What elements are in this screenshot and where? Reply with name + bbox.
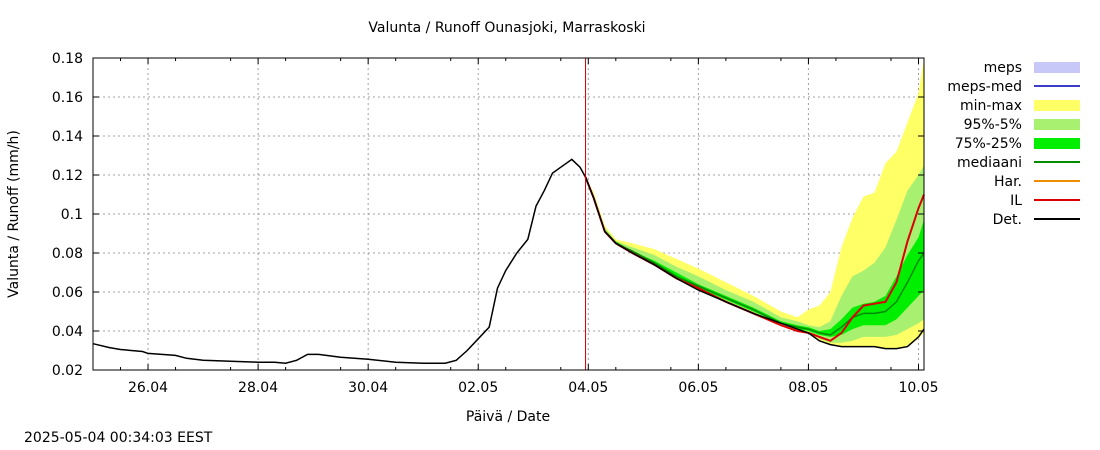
legend-swatch — [1034, 100, 1080, 111]
x-tick-label: 06.05 — [678, 380, 718, 396]
y-axis-label: Valunta / Runoff (mm/h) — [6, 130, 22, 298]
y-tick-label: 0.12 — [52, 168, 83, 184]
y-tick-label: 0.04 — [52, 324, 83, 340]
x-tick-label: 08.05 — [788, 380, 828, 396]
legend-swatch — [1034, 138, 1080, 149]
y-tick-label: 0.16 — [52, 90, 83, 106]
forecast-bands — [585, 58, 924, 349]
x-tick-label: 04.05 — [568, 380, 608, 396]
legend-label: meps-med — [947, 79, 1022, 95]
x-tick-label: 10.05 — [898, 380, 938, 396]
y-tick-label: 0.18 — [52, 51, 83, 67]
timestamp: 2025-05-04 00:34:03 EEST — [24, 430, 213, 446]
legend-swatch — [1034, 119, 1080, 130]
series-det-forecast — [584, 176, 925, 350]
legend-label: Det. — [993, 212, 1022, 228]
plot-frame — [92, 57, 925, 371]
legend-label: Har. — [994, 174, 1022, 190]
y-tick-label: 0.1 — [61, 207, 83, 223]
axes: 0.02 0.04 0.06 0.08 0.1 0.12 0.14 0.16 0.18 26.04… — [52, 51, 939, 396]
legend-swatch — [1034, 62, 1080, 73]
y-tick-label: 0.08 — [52, 246, 83, 262]
x-axis-label: Päivä / Date — [466, 409, 550, 425]
legend-label: min-max — [960, 98, 1022, 114]
band-min-max — [585, 58, 924, 349]
x-tick-label: 30.04 — [348, 380, 388, 396]
legend-label: mediaani — [957, 155, 1022, 171]
band-75-25 — [585, 177, 924, 337]
y-tick-label: 0.06 — [52, 285, 83, 301]
x-tick-label: 26.04 — [128, 380, 168, 396]
legend-label: meps — [984, 60, 1022, 76]
series-det-observed — [92, 158, 587, 364]
chart-title: Valunta / Runoff Ounasjoki, Marraskoski — [368, 20, 645, 36]
y-tick-label: 0.02 — [52, 363, 83, 379]
legend-label: 75%-25% — [955, 136, 1022, 152]
x-tick-label: 28.04 — [238, 380, 278, 396]
legend-label: 95%-5% — [964, 117, 1022, 133]
band-95-5 — [585, 165, 924, 343]
legend-label: IL — [1010, 193, 1022, 209]
y-tick-label: 0.14 — [52, 129, 83, 145]
series-mediaani — [584, 176, 925, 336]
legend: meps meps-med min-max 95%-5% 75%-25% mediaani… — [947, 60, 1080, 228]
x-tick-label: 02.05 — [458, 380, 498, 396]
series-lines — [92, 58, 925, 370]
